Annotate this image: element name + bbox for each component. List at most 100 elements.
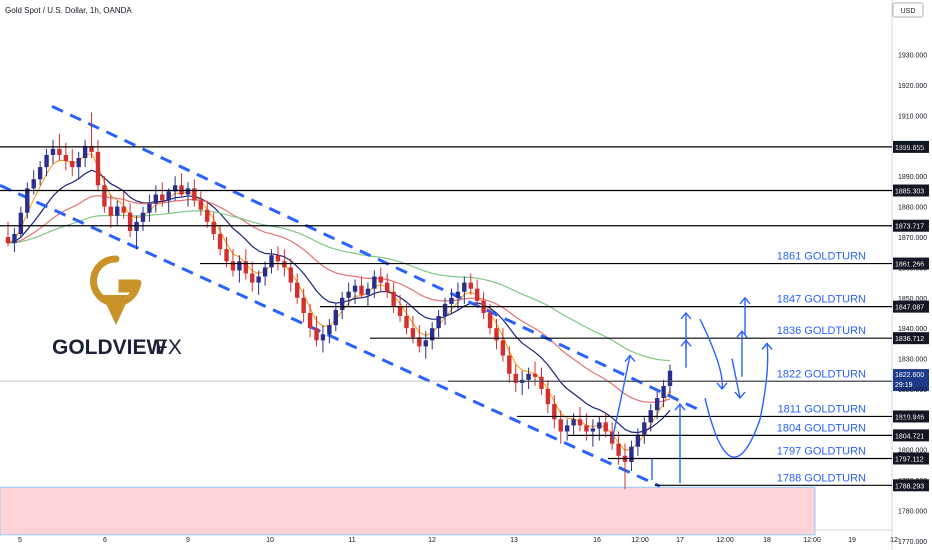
candle <box>250 261 255 292</box>
candle-body <box>37 167 43 180</box>
candle-body <box>95 151 101 186</box>
projection-arrowhead <box>736 330 748 338</box>
candle-body <box>654 398 660 411</box>
candle-body <box>603 422 608 432</box>
candle-body <box>500 340 506 356</box>
candle <box>474 279 480 307</box>
candle <box>545 379 551 414</box>
candle-body <box>121 206 126 213</box>
candle <box>487 303 493 335</box>
candle-body <box>18 212 24 234</box>
candle-body <box>256 276 261 283</box>
candle <box>134 215 139 250</box>
candle-body <box>372 276 377 289</box>
candle-body <box>333 309 338 326</box>
candle-body <box>552 404 557 420</box>
candle-body <box>153 194 159 204</box>
candle <box>295 273 300 304</box>
y-tick-label: 1890.000 <box>898 174 927 181</box>
candle-body <box>597 422 602 429</box>
candle <box>558 410 563 444</box>
candle <box>404 303 409 335</box>
level-price-label: 1804.721 <box>895 433 924 440</box>
candle <box>346 282 351 307</box>
countdown-label: 29:19 <box>895 382 913 389</box>
candle <box>121 191 126 219</box>
candle-body <box>76 158 81 168</box>
candle-body <box>436 316 441 329</box>
candle <box>115 200 120 225</box>
level-price-badge <box>893 452 929 465</box>
candle <box>462 276 467 304</box>
x-tick-label: 16 <box>593 537 601 544</box>
candle <box>70 148 75 177</box>
x-tick-label: 12:00 <box>803 537 821 544</box>
level-price-label: 1885.303 <box>895 189 924 196</box>
candle <box>603 413 608 438</box>
candle-body <box>147 203 152 213</box>
ema-slow-line <box>7 195 671 404</box>
candle-body <box>89 145 94 152</box>
candle-body <box>237 261 242 271</box>
candle-body <box>282 261 287 268</box>
candle-body <box>346 291 351 298</box>
candle <box>192 179 197 207</box>
candle <box>301 288 306 323</box>
currency-badge[interactable]: USD <box>892 2 924 18</box>
currency-label: USD <box>901 8 916 15</box>
level-price-label: 1847.087 <box>895 305 924 312</box>
candle-body <box>661 385 666 399</box>
x-tick-label: 13 <box>510 537 518 544</box>
candle <box>352 279 358 304</box>
y-tick-label: 1870.000 <box>898 235 927 242</box>
level-price-badge <box>893 219 929 232</box>
candle-body <box>70 161 75 168</box>
candle-body <box>224 249 229 262</box>
goldturn-label: 1847 GOLDTURN <box>777 294 866 306</box>
candle-body <box>590 428 596 432</box>
candle-body <box>468 282 473 289</box>
support-zone <box>0 486 816 536</box>
level-price-badge <box>893 300 929 313</box>
candle-body <box>275 255 281 262</box>
candle <box>429 322 435 350</box>
y-tick-label: 1920.000 <box>898 83 927 90</box>
candle <box>359 276 364 298</box>
candle-body <box>314 328 319 341</box>
candle-body <box>127 212 133 231</box>
candle-body <box>25 188 30 213</box>
candle-body <box>82 145 88 159</box>
candle-body <box>115 206 120 216</box>
x-tick-label: 12 <box>428 537 436 544</box>
candle-body <box>31 179 36 189</box>
candle <box>365 282 371 307</box>
x-tick-label: 12: <box>890 537 900 544</box>
candle-body <box>352 285 358 292</box>
candle-body <box>269 255 274 268</box>
candle-body <box>667 370 673 386</box>
candle-body <box>391 291 396 307</box>
chart-title: Gold Spot / U.S. Dollar, 1h, OANDA <box>5 6 132 15</box>
candle-body <box>192 188 197 201</box>
candle <box>417 325 422 353</box>
y-tick-label: 1790.000 <box>898 478 927 485</box>
projection-path <box>731 358 741 399</box>
goldturn-label: 1811 GOLDTURN <box>778 403 866 415</box>
candle <box>275 246 281 271</box>
candle <box>372 270 377 298</box>
y-tick-label: 1900.000 <box>898 144 927 151</box>
candle <box>500 328 506 362</box>
y-tick-label: 1830.000 <box>898 357 927 364</box>
candle-body <box>327 325 332 335</box>
x-tick-label: 19 <box>848 537 856 544</box>
logo-brand-main: GOLDVIEW <box>52 336 167 359</box>
candle-body <box>564 425 570 432</box>
candle <box>391 282 396 313</box>
candle <box>37 161 43 186</box>
candle <box>597 416 602 441</box>
candle-body <box>558 419 563 432</box>
projection-arrowhead <box>624 354 636 362</box>
y-tick-label: 1820.000 <box>898 387 927 394</box>
candle <box>262 261 268 286</box>
